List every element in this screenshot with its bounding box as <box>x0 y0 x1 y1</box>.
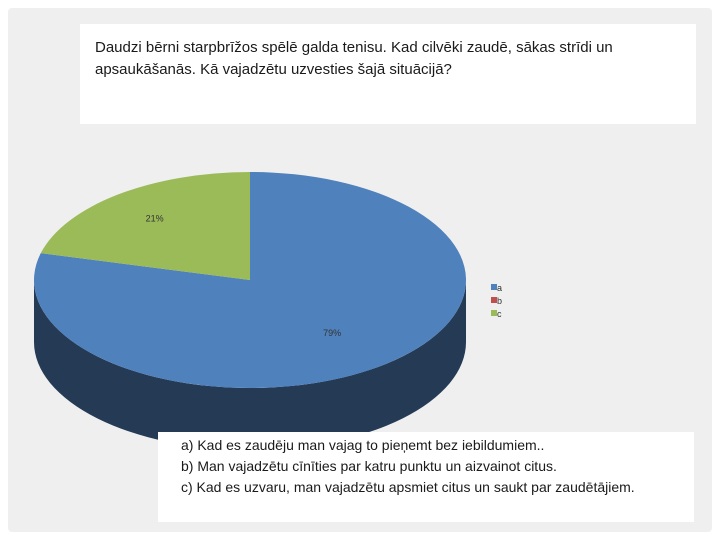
pie-slice-c <box>40 172 250 280</box>
chart-legend: abc <box>491 283 502 319</box>
answer-b: b) Man vajadzētu cīnīties par katru punk… <box>181 458 557 474</box>
pie-layer <box>34 172 467 450</box>
answer-c: c) Kad es uzvaru, man vajadzētu apsmiet … <box>181 479 635 495</box>
legend-label-b: b <box>497 296 502 306</box>
legend-swatch-c <box>491 310 497 316</box>
legend-label-c: c <box>497 309 502 319</box>
data-label-c: 21% <box>146 214 164 224</box>
answer-a: a) Kad es zaudēju man vajag to pieņemt b… <box>181 437 545 453</box>
pie-slice-a <box>34 172 467 388</box>
question-title: Daudzi bērni starpbrīžos spēlē galda ten… <box>95 39 613 78</box>
legend-swatch-a <box>491 284 497 290</box>
pie-side-a <box>34 280 466 450</box>
legend-swatch-b <box>491 297 497 303</box>
title-box <box>80 24 696 124</box>
answers-box <box>158 432 694 522</box>
data-label-a: 79% <box>323 328 341 338</box>
legend-label-a: a <box>497 283 502 293</box>
answer-options: a) Kad es zaudēju man vajag to pieņemt b… <box>181 435 681 498</box>
data-labels: 79% 21% <box>146 214 341 338</box>
